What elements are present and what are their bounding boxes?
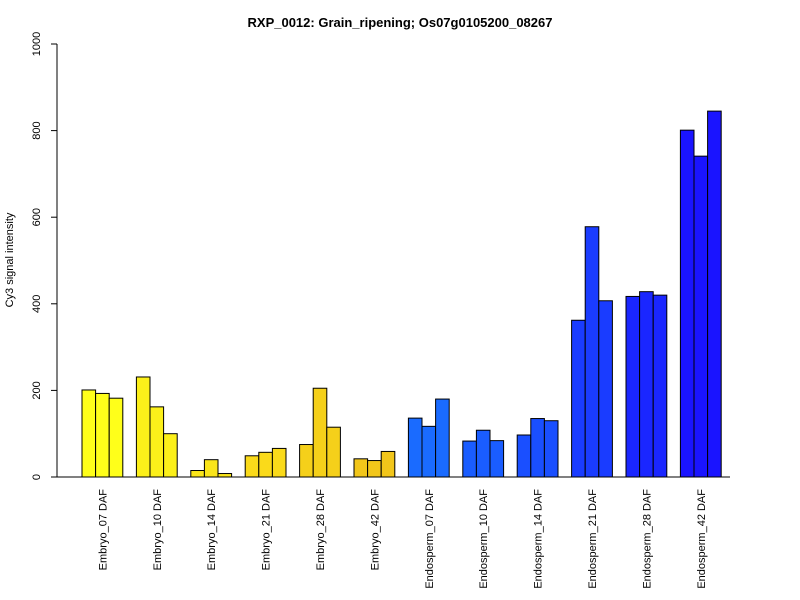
- bar: [652, 294, 668, 478]
- x-tick-label: Endosperm_28 DAF: [641, 489, 653, 589]
- bar: [407, 417, 423, 478]
- bar: [326, 426, 341, 478]
- y-axis-label: Cy3 signal intensity: [4, 212, 16, 307]
- bar: [312, 387, 328, 478]
- y-tick-label: 800: [31, 121, 43, 139]
- bar: [462, 440, 477, 478]
- x-tick-labels: Embryo_07 DAF Embryo_10 DAF Embryo_14 DAF E…: [97, 489, 707, 589]
- x-tick-label: Embryo_07 DAF: [97, 489, 109, 571]
- bar: [353, 458, 369, 478]
- bar: [271, 447, 287, 478]
- x-tick-label: Embryo_10 DAF: [152, 489, 164, 571]
- chart-title: RXP_0012: Grain_ripening; Os07g0105200_0…: [248, 15, 553, 30]
- x-tick-label: Endosperm_21 DAF: [587, 489, 599, 589]
- bar: [299, 444, 314, 478]
- bar: [149, 406, 165, 478]
- bar: [639, 291, 654, 478]
- bar: [489, 440, 505, 478]
- bar: [584, 226, 600, 478]
- bar: [217, 473, 233, 478]
- bar: [571, 319, 586, 478]
- bar: [81, 389, 97, 478]
- x-tick-label: Endosperm_10 DAF: [478, 489, 490, 589]
- bar: [135, 376, 151, 478]
- y-tick-label: 1000: [31, 32, 43, 56]
- x-tick-label: Embryo_28 DAF: [315, 489, 327, 571]
- x-tick-label: Embryo_21 DAF: [261, 489, 273, 571]
- bar: [679, 129, 695, 478]
- bar: [95, 392, 110, 478]
- bar: [163, 433, 178, 478]
- y-tick-label: 400: [31, 295, 43, 313]
- bar: [203, 459, 219, 478]
- bar: [367, 460, 382, 478]
- bar: [693, 155, 709, 478]
- bar: [530, 418, 545, 478]
- bar: [380, 450, 396, 478]
- bar: [190, 470, 205, 478]
- y-tick-label: 0: [31, 474, 43, 480]
- y-tick-label: 200: [31, 381, 43, 399]
- y-tick-label: 600: [31, 208, 43, 226]
- bar: [625, 295, 641, 478]
- bar: [244, 455, 260, 478]
- bars-group: [81, 110, 722, 478]
- bar: [475, 429, 491, 478]
- x-tick-label: Embryo_42 DAF: [369, 489, 381, 571]
- bar: [516, 434, 532, 478]
- bar: [108, 397, 124, 478]
- bar: [707, 110, 722, 478]
- bar: [543, 420, 559, 478]
- y-axis: 0 200 400 600 800 1000: [31, 32, 730, 480]
- bar: [435, 398, 450, 478]
- x-tick-label: Endosperm_14 DAF: [533, 489, 545, 589]
- x-tick-label: Endosperm_07 DAF: [424, 489, 436, 589]
- x-tick-label: Endosperm_42 DAF: [696, 489, 708, 589]
- x-tick-label: Embryo_14 DAF: [206, 489, 218, 571]
- bar: [598, 300, 613, 478]
- bar: [421, 425, 437, 478]
- bar: [258, 451, 273, 478]
